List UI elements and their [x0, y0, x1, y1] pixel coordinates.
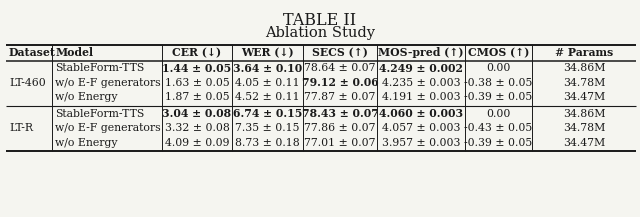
- Text: StableForm-TTS: StableForm-TTS: [55, 63, 144, 73]
- Text: 0.00: 0.00: [486, 63, 511, 73]
- Text: SECS (↑): SECS (↑): [312, 48, 368, 59]
- Text: 3.32 ± 0.08: 3.32 ± 0.08: [164, 123, 229, 133]
- Text: 1.44 ± 0.05: 1.44 ± 0.05: [163, 63, 232, 74]
- Text: -0.38 ± 0.05: -0.38 ± 0.05: [464, 78, 532, 88]
- Text: 6.74 ± 0.15: 6.74 ± 0.15: [233, 108, 302, 119]
- Text: LT-460: LT-460: [9, 78, 45, 88]
- Text: 4.52 ± 0.11: 4.52 ± 0.11: [235, 92, 300, 102]
- Text: Model: Model: [55, 48, 93, 59]
- Text: WER (↓): WER (↓): [241, 48, 294, 59]
- Text: 34.47M: 34.47M: [563, 138, 605, 148]
- Text: -0.39 ± 0.05: -0.39 ± 0.05: [465, 92, 532, 102]
- Text: 4.057 ± 0.003: 4.057 ± 0.003: [381, 123, 460, 133]
- Text: 34.78M: 34.78M: [563, 78, 605, 88]
- Text: 0.00: 0.00: [486, 109, 511, 119]
- Text: CMOS (↑): CMOS (↑): [468, 48, 529, 59]
- Text: 7.35 ± 0.15: 7.35 ± 0.15: [236, 123, 300, 133]
- Text: w/o E-F generators: w/o E-F generators: [55, 78, 161, 88]
- Text: MOS-pred (↑): MOS-pred (↑): [378, 48, 464, 59]
- Text: # Params: # Params: [555, 48, 613, 59]
- Text: 4.235 ± 0.003: 4.235 ± 0.003: [381, 78, 460, 88]
- Text: -0.39 ± 0.05: -0.39 ± 0.05: [465, 138, 532, 148]
- Text: 3.04 ± 0.08: 3.04 ± 0.08: [163, 108, 232, 119]
- Text: 8.73 ± 0.18: 8.73 ± 0.18: [235, 138, 300, 148]
- Text: 4.060 ± 0.003: 4.060 ± 0.003: [379, 108, 463, 119]
- Text: 3.957 ± 0.003: 3.957 ± 0.003: [381, 138, 460, 148]
- Text: 3.64 ± 0.10: 3.64 ± 0.10: [233, 63, 302, 74]
- Text: CER (↓): CER (↓): [172, 48, 221, 59]
- Text: 78.43 ± 0.07: 78.43 ± 0.07: [301, 108, 378, 119]
- Text: LT-R: LT-R: [9, 123, 33, 133]
- Text: 4.191 ± 0.003: 4.191 ± 0.003: [381, 92, 460, 102]
- Text: Dataset: Dataset: [9, 48, 56, 59]
- Text: 34.47M: 34.47M: [563, 92, 605, 102]
- Text: Ablation Study: Ablation Study: [265, 26, 375, 40]
- Text: TABLE II: TABLE II: [284, 12, 356, 29]
- Text: 4.05 ± 0.11: 4.05 ± 0.11: [235, 78, 300, 88]
- Text: 34.86M: 34.86M: [563, 109, 605, 119]
- Text: 78.64 ± 0.07: 78.64 ± 0.07: [304, 63, 376, 73]
- Text: -0.43 ± 0.05: -0.43 ± 0.05: [465, 123, 532, 133]
- Text: 34.78M: 34.78M: [563, 123, 605, 133]
- Text: 77.87 ± 0.07: 77.87 ± 0.07: [304, 92, 376, 102]
- Text: 4.249 ± 0.002: 4.249 ± 0.002: [379, 63, 463, 74]
- Text: StableForm-TTS: StableForm-TTS: [55, 109, 144, 119]
- Text: 1.87 ± 0.05: 1.87 ± 0.05: [164, 92, 229, 102]
- Text: 79.12 ± 0.06: 79.12 ± 0.06: [301, 77, 378, 88]
- Text: 34.86M: 34.86M: [563, 63, 605, 73]
- Text: 4.09 ± 0.09: 4.09 ± 0.09: [164, 138, 229, 148]
- Text: w/o E-F generators: w/o E-F generators: [55, 123, 161, 133]
- Text: 77.86 ± 0.07: 77.86 ± 0.07: [304, 123, 376, 133]
- Text: 1.63 ± 0.05: 1.63 ± 0.05: [164, 78, 229, 88]
- Text: w/o Energy: w/o Energy: [55, 138, 118, 148]
- Text: w/o Energy: w/o Energy: [55, 92, 118, 102]
- Text: 77.01 ± 0.07: 77.01 ± 0.07: [304, 138, 376, 148]
